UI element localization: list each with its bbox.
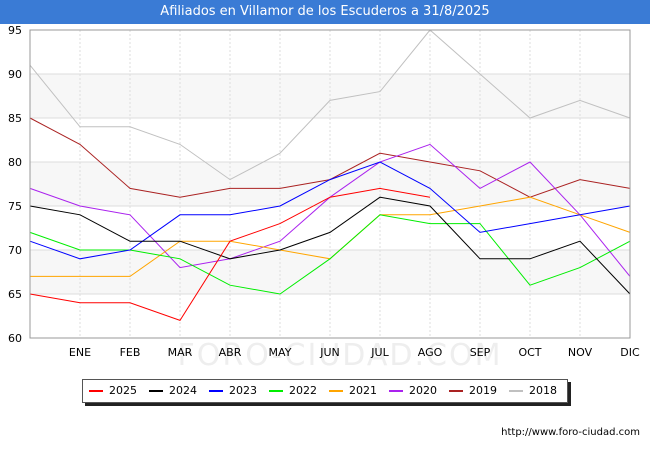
legend: 2025 2024 2023 2022 2021 2020 2019 2018 bbox=[82, 379, 568, 403]
legend-label: 2023 bbox=[229, 384, 257, 397]
x-tick-label: MAR bbox=[168, 346, 193, 359]
legend-swatch bbox=[389, 390, 403, 392]
y-tick-label: 60 bbox=[8, 332, 22, 345]
x-tick-label: SEP bbox=[470, 346, 491, 359]
legend-swatch bbox=[89, 390, 103, 392]
series-line-2018 bbox=[29, 29, 631, 181]
x-tick-label: NOV bbox=[568, 346, 593, 359]
legend-swatch bbox=[269, 390, 283, 392]
source-url[interactable]: http://www.foro-ciudad.com bbox=[501, 427, 640, 438]
legend-label: 2021 bbox=[349, 384, 377, 397]
legend-label: 2025 bbox=[109, 384, 137, 397]
legend-label: 2019 bbox=[469, 384, 497, 397]
legend-swatch bbox=[209, 390, 223, 392]
x-tick-label: JUL bbox=[370, 346, 389, 359]
x-tick-label: OCT bbox=[518, 346, 541, 359]
x-tick-label: MAY bbox=[269, 346, 292, 359]
legend-swatch bbox=[329, 390, 343, 392]
x-tick-label: JUN bbox=[319, 346, 340, 359]
x-tick-label: ABR bbox=[219, 346, 242, 359]
y-tick-label: 90 bbox=[8, 68, 22, 81]
y-tick-label: 70 bbox=[8, 244, 22, 257]
x-tick-label: DIC bbox=[620, 346, 640, 359]
legend-label: 2020 bbox=[409, 384, 437, 397]
chart-title: Afiliados en Villamor de los Escuderos a… bbox=[0, 0, 650, 24]
x-tick-label: FEB bbox=[120, 346, 141, 359]
x-tick-label: AGO bbox=[418, 346, 443, 359]
y-tick-label: 85 bbox=[8, 112, 22, 125]
y-tick-label: 95 bbox=[8, 24, 22, 37]
watermark: FORO-CIUDAD.COM bbox=[178, 338, 503, 373]
y-tick-label: 80 bbox=[8, 156, 22, 169]
series-line-2025 bbox=[29, 187, 431, 322]
y-tick-label: 75 bbox=[8, 200, 22, 213]
series-line-2023 bbox=[29, 161, 631, 260]
y-tick-label: 65 bbox=[8, 288, 22, 301]
series-line-2024 bbox=[29, 196, 631, 295]
legend-swatch bbox=[509, 390, 523, 392]
x-tick-label: ENE bbox=[69, 346, 91, 359]
legend-swatch bbox=[449, 390, 463, 392]
legend-swatch bbox=[149, 390, 163, 392]
legend-label: 2018 bbox=[529, 384, 557, 397]
plot-border bbox=[29, 29, 631, 339]
legend-label: 2024 bbox=[169, 384, 197, 397]
legend-label: 2022 bbox=[289, 384, 317, 397]
